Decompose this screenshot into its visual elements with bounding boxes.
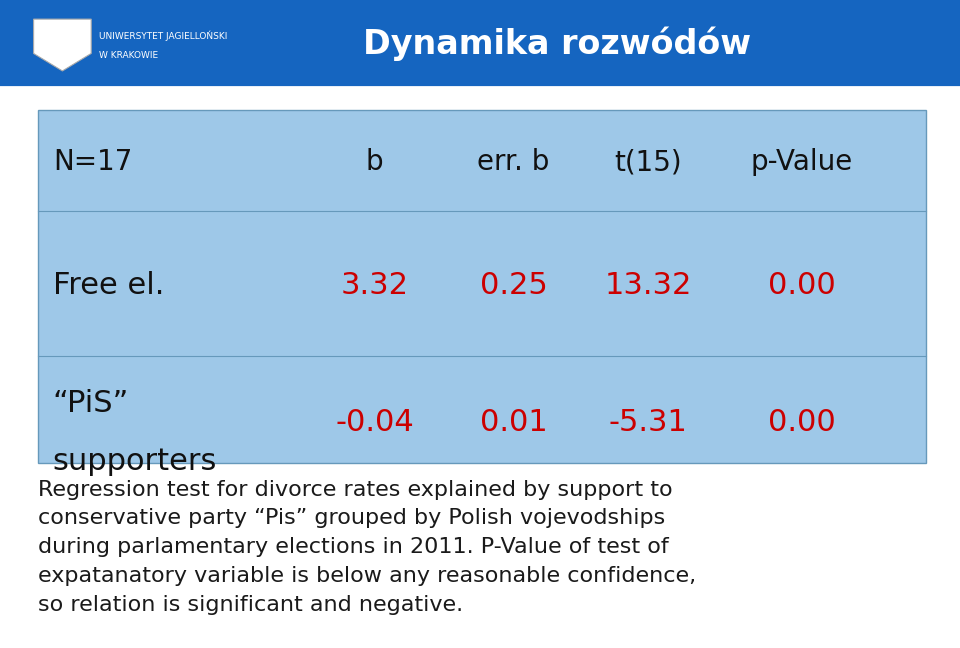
Text: UNIWERSYTET JAGIELLOŃSKI: UNIWERSYTET JAGIELLOŃSKI [99,30,228,41]
Text: Free el.: Free el. [53,271,164,299]
Text: p-Value: p-Value [751,148,852,176]
Text: “PiS”: “PiS” [53,389,130,417]
Text: W KRAKOWIE: W KRAKOWIE [99,51,158,60]
Polygon shape [34,19,91,71]
Text: 0.00: 0.00 [768,408,835,437]
Text: -5.31: -5.31 [609,408,687,437]
Text: supporters: supporters [53,447,217,476]
Text: 13.32: 13.32 [604,271,692,299]
Text: 0.00: 0.00 [768,271,835,299]
Text: -0.04: -0.04 [335,408,414,437]
FancyBboxPatch shape [38,110,926,463]
Text: N=17: N=17 [53,148,132,176]
Text: b: b [366,148,383,176]
Text: 3.32: 3.32 [341,271,408,299]
Text: Dynamika rozwódów: Dynamika rozwódów [363,27,751,61]
Text: err. b: err. b [477,148,550,176]
FancyBboxPatch shape [0,0,960,87]
Text: 0.25: 0.25 [480,271,547,299]
Text: Regression test for divorce rates explained by support to
conservative party “Pi: Regression test for divorce rates explai… [38,480,697,615]
Text: t(15): t(15) [614,148,682,176]
Text: 0.01: 0.01 [480,408,547,437]
